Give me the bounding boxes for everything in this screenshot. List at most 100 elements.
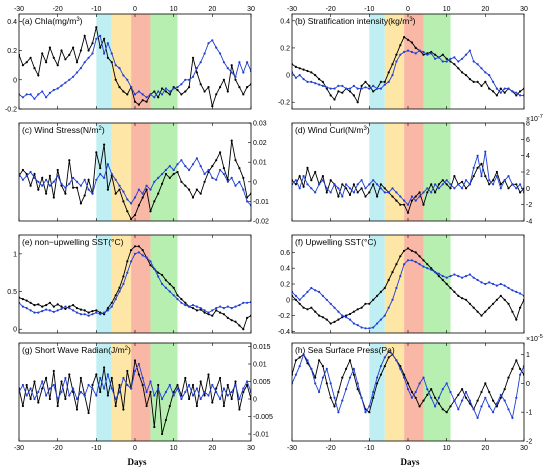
data-point — [364, 327, 367, 330]
data-point — [387, 191, 390, 194]
data-point — [376, 382, 379, 385]
data-point — [68, 373, 71, 376]
data-point — [387, 350, 390, 353]
data-point — [168, 404, 171, 408]
data-point — [457, 67, 460, 70]
data-point — [153, 180, 156, 183]
data-point — [387, 278, 390, 282]
data-point — [391, 353, 394, 356]
data-point — [79, 202, 82, 205]
data-point — [302, 306, 305, 309]
data-point — [126, 198, 129, 201]
data-point — [406, 203, 410, 206]
data-point — [161, 172, 164, 176]
data-point — [418, 255, 421, 258]
data-point — [207, 42, 210, 45]
data-point — [337, 187, 340, 190]
data-point — [503, 87, 506, 90]
data-point — [130, 260, 133, 263]
data-point — [195, 305, 198, 308]
data-point — [95, 311, 98, 314]
y-tick-label: 0 — [13, 327, 17, 334]
data-point — [207, 311, 210, 314]
data-point — [426, 187, 429, 190]
data-point — [242, 188, 245, 191]
data-point — [337, 390, 340, 394]
highlight-band — [96, 123, 112, 221]
data-point — [468, 302, 471, 305]
data-point — [457, 183, 460, 186]
highlight-band — [111, 235, 132, 333]
data-point — [180, 93, 183, 96]
data-point — [203, 180, 206, 183]
data-point — [376, 183, 379, 186]
data-point — [449, 390, 452, 394]
data-point — [106, 163, 109, 166]
data-point — [211, 165, 214, 168]
data-point — [345, 388, 348, 391]
data-point — [306, 290, 309, 293]
data-point — [122, 74, 125, 77]
data-point — [437, 187, 440, 190]
data-point — [360, 84, 363, 87]
data-point — [472, 175, 475, 178]
data-point — [110, 387, 113, 390]
x-tick-label: -30 — [14, 445, 24, 452]
data-point — [79, 184, 82, 187]
data-point — [164, 286, 167, 289]
data-point — [314, 376, 317, 379]
data-point — [519, 292, 522, 295]
data-point — [110, 301, 113, 304]
highlight-band — [423, 123, 451, 221]
data-point — [348, 376, 352, 379]
data-point — [83, 34, 86, 38]
data-point — [157, 271, 160, 274]
data-point — [345, 187, 348, 190]
data-point — [329, 179, 332, 182]
data-point — [145, 96, 148, 99]
data-point — [464, 187, 468, 190]
highlight-band — [369, 123, 385, 221]
highlight-band — [131, 14, 151, 109]
data-point — [468, 78, 471, 81]
data-point — [434, 57, 437, 60]
y-tick-label: 1 — [526, 352, 530, 359]
data-point — [161, 93, 164, 96]
data-point — [333, 405, 336, 408]
data-point — [422, 191, 425, 194]
data-point — [149, 260, 152, 263]
panel-title: (e) non−upwelling SST(°C) — [22, 237, 124, 247]
y-tick-label: 0.5 — [7, 289, 17, 296]
data-point — [310, 179, 313, 182]
data-point — [356, 324, 359, 327]
data-point — [211, 309, 214, 312]
data-point — [130, 202, 133, 205]
data-point — [211, 176, 214, 179]
data-point — [230, 71, 233, 74]
data-point — [153, 394, 156, 397]
data-point — [191, 394, 195, 397]
data-point — [56, 303, 59, 306]
data-point — [79, 49, 82, 52]
data-point — [484, 175, 487, 178]
data-point — [75, 61, 79, 64]
data-point — [52, 305, 55, 308]
data-point — [476, 399, 479, 402]
data-point — [372, 298, 375, 301]
data-point — [318, 183, 321, 186]
data-point — [83, 178, 86, 181]
data-point — [302, 353, 305, 356]
data-point — [492, 411, 495, 414]
data-point — [321, 294, 324, 297]
data-point — [33, 97, 36, 100]
data-point — [176, 88, 179, 92]
data-point — [298, 74, 301, 77]
data-point — [118, 286, 121, 289]
data-point — [130, 86, 133, 89]
data-point — [314, 82, 317, 85]
data-point — [321, 376, 324, 379]
highlight-band — [131, 235, 151, 333]
data-point — [434, 53, 437, 56]
data-point — [302, 185, 305, 188]
data-point — [356, 183, 359, 186]
